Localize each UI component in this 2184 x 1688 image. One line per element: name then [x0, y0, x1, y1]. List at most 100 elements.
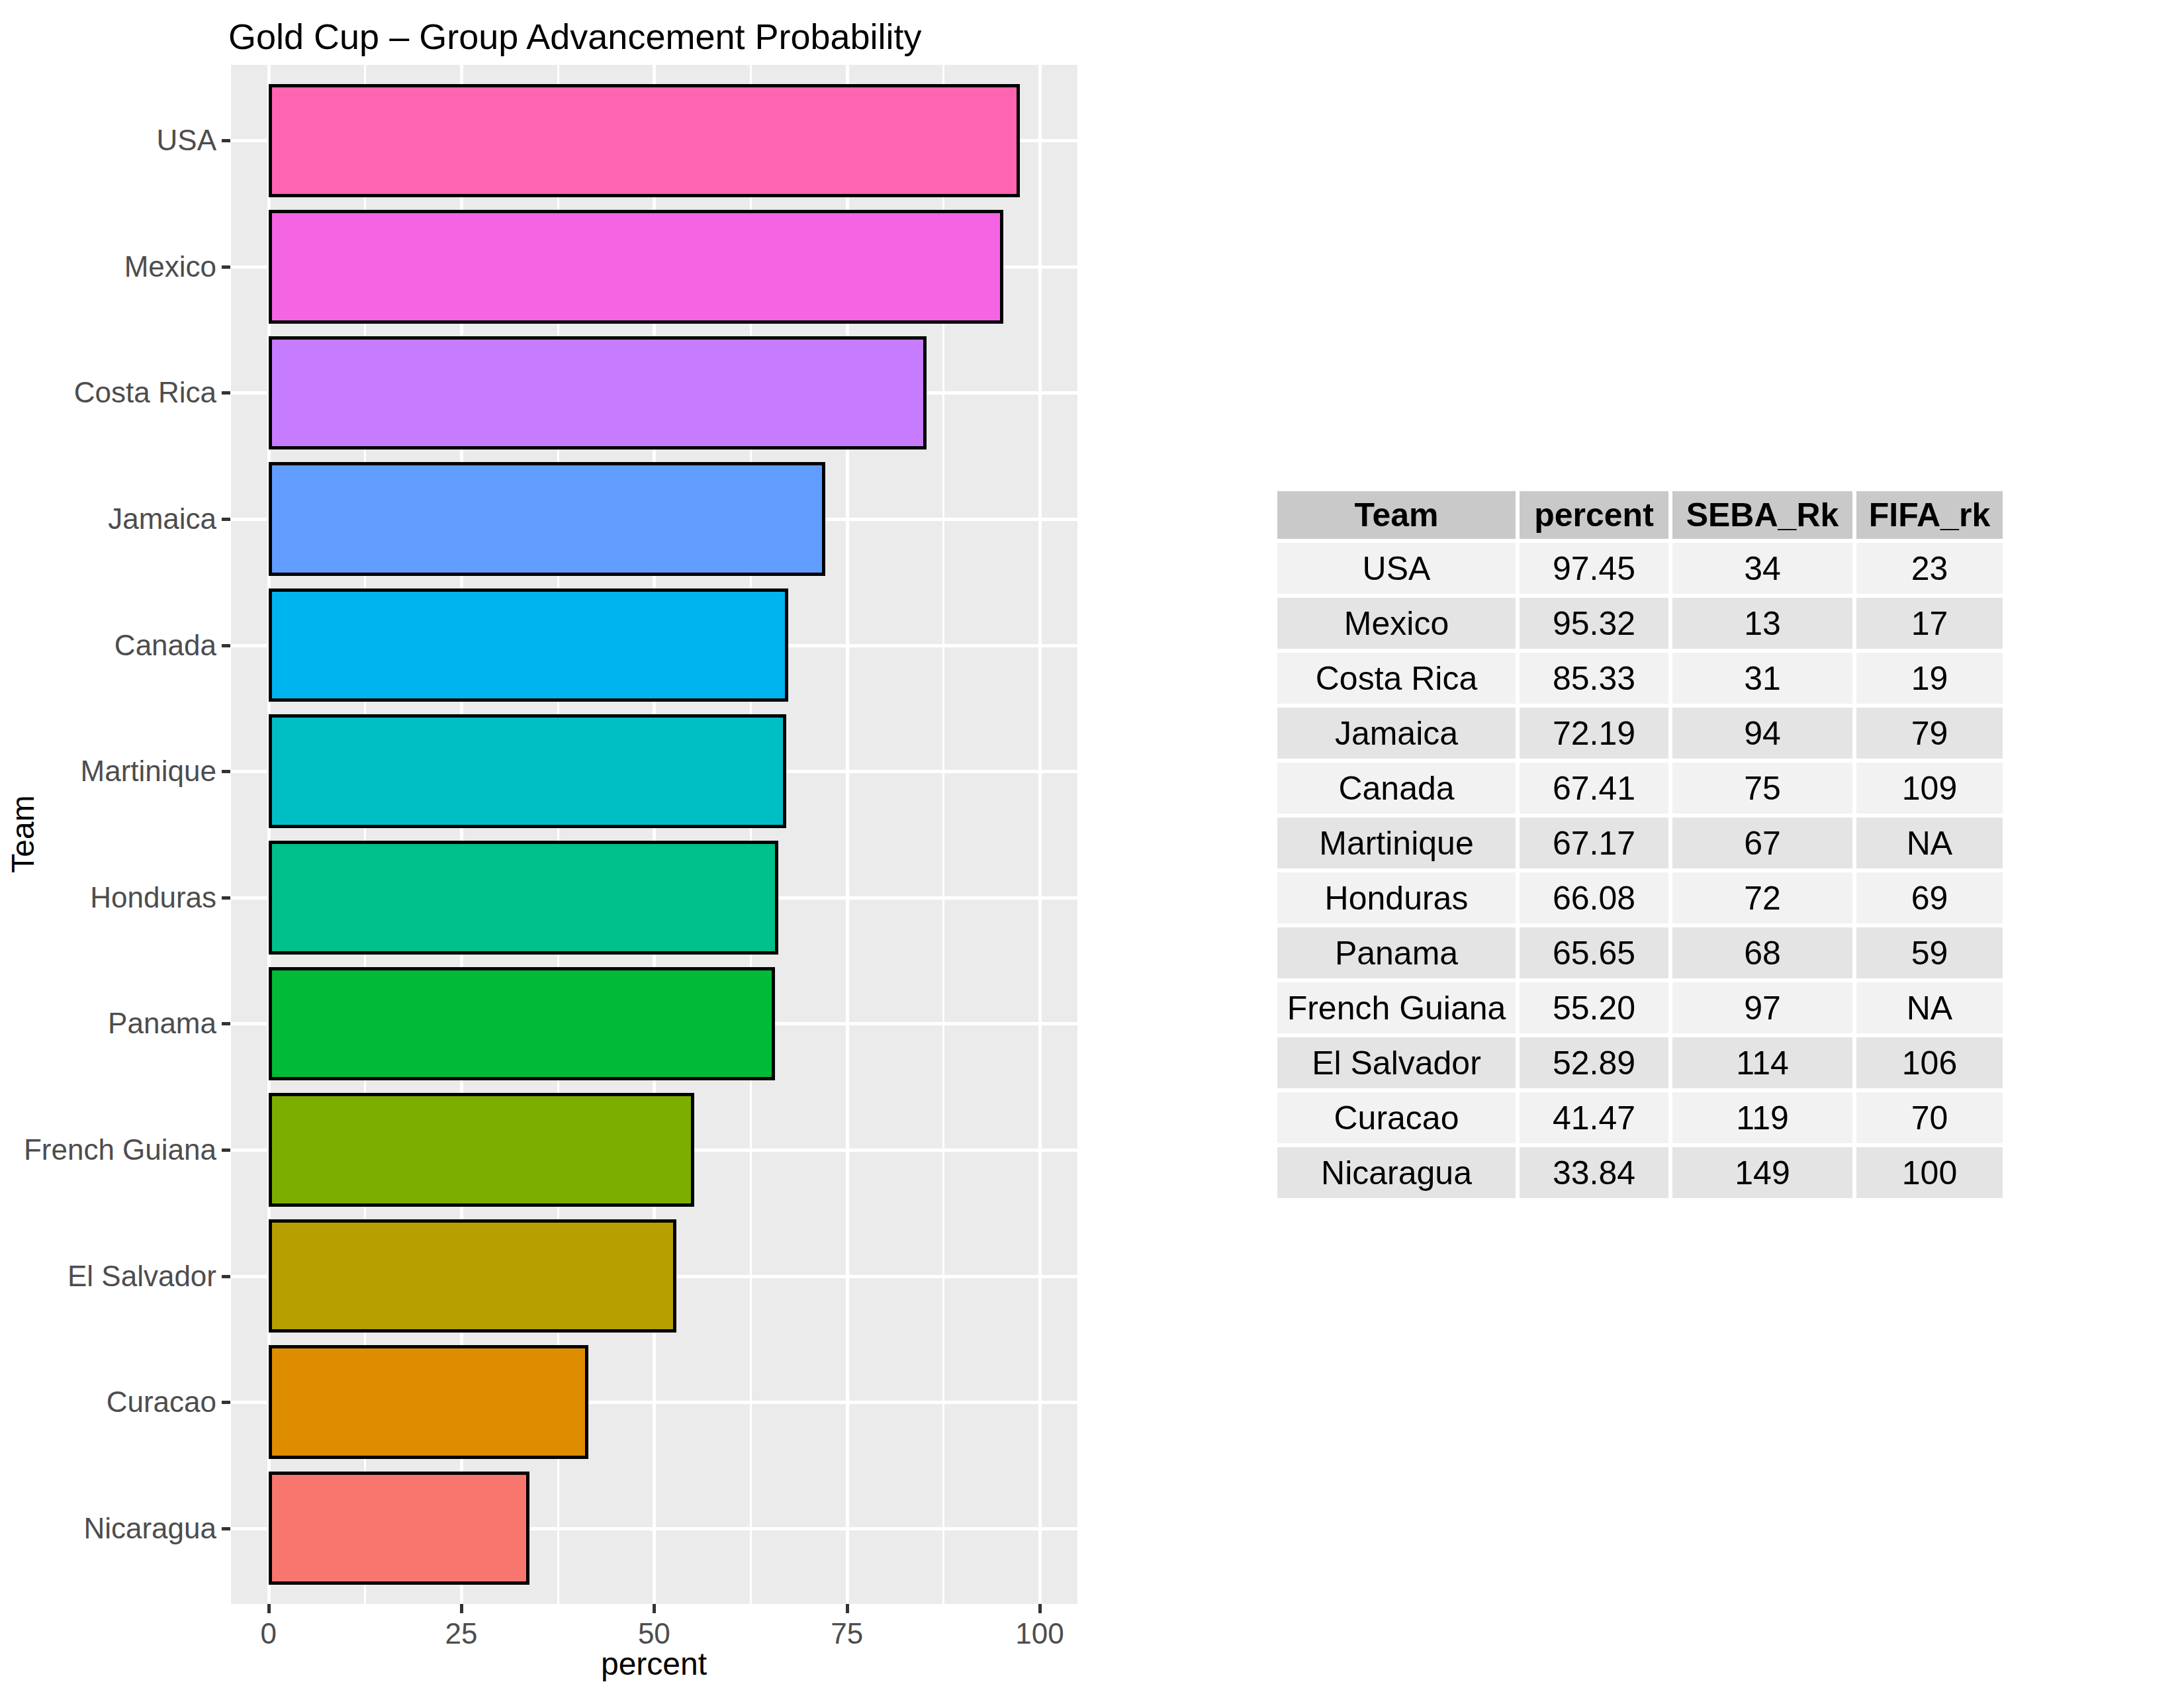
bar-honduras: [269, 841, 778, 955]
table-cell: 31: [1672, 653, 1852, 704]
y-tick-label-usa: USA: [0, 123, 216, 158]
table-header-cell-percent: percent: [1520, 491, 1668, 539]
table-cell: 59: [1856, 927, 2003, 978]
y-tick-label-canada: Canada: [0, 628, 216, 663]
table-cell: 85.33: [1520, 653, 1668, 704]
y-tick-mark: [222, 1527, 230, 1530]
table-row-french-guiana: French Guiana55.2097NA: [1277, 982, 2003, 1033]
table-cell: Costa Rica: [1277, 653, 1516, 704]
table-cell: 19: [1856, 653, 2003, 704]
y-tick-label-nicaragua: Nicaragua: [0, 1511, 216, 1546]
x-tick-mark: [846, 1604, 849, 1613]
table-cell: Mexico: [1277, 598, 1516, 649]
table-cell: 106: [1856, 1037, 2003, 1088]
table-cell: 67.41: [1520, 763, 1668, 814]
table-row-usa: USA97.453423: [1277, 543, 2003, 594]
bar-el-salvador: [269, 1219, 676, 1333]
table-cell: El Salvador: [1277, 1037, 1516, 1088]
table-cell: 97.45: [1520, 543, 1668, 594]
y-tick-label-el-salvador: El Salvador: [0, 1259, 216, 1293]
y-tick-mark: [222, 896, 230, 900]
x-tick-label: 25: [445, 1617, 478, 1650]
bar-french-guiana: [269, 1093, 694, 1207]
table-cell: 17: [1856, 598, 2003, 649]
x-tick-mark: [653, 1604, 656, 1613]
plot-title: Gold Cup – Group Advancement Probability: [228, 16, 922, 57]
table-cell: 75: [1672, 763, 1852, 814]
table-cell: 67: [1672, 818, 1852, 868]
table-row-martinique: Martinique67.1767NA: [1277, 818, 2003, 868]
table-row-jamaica: Jamaica72.199479: [1277, 708, 2003, 759]
table-cell: 66.08: [1520, 872, 1668, 923]
table-cell: 119: [1672, 1092, 1852, 1143]
table-cell: 55.20: [1520, 982, 1668, 1033]
x-tick-mark: [267, 1604, 271, 1613]
table-cell: Honduras: [1277, 872, 1516, 923]
x-axis-title: percent: [601, 1646, 707, 1682]
bar-nicaragua: [269, 1472, 529, 1585]
y-tick-label-mexico: Mexico: [0, 250, 216, 284]
table-cell: 109: [1856, 763, 2003, 814]
plot-panel: [231, 65, 1077, 1604]
table-cell: 33.84: [1520, 1147, 1668, 1198]
table-row-nicaragua: Nicaragua33.84149100: [1277, 1147, 2003, 1198]
x-tick-mark: [1038, 1604, 1042, 1613]
x-tick-label: 0: [260, 1617, 276, 1650]
gridline-major-vertical: [1038, 65, 1042, 1604]
table-cell: Canada: [1277, 763, 1516, 814]
bar-canada: [269, 588, 789, 702]
table-cell: 65.65: [1520, 927, 1668, 978]
table-cell: 41.47: [1520, 1092, 1668, 1143]
table-header-cell-seba-rk: SEBA_Rk: [1672, 491, 1852, 539]
table-cell: 149: [1672, 1147, 1852, 1198]
y-tick-label-costa-rica: Costa Rica: [0, 375, 216, 410]
table-cell: NA: [1856, 818, 2003, 868]
y-tick-mark: [222, 1149, 230, 1152]
table-cell: NA: [1856, 982, 2003, 1033]
y-tick-mark: [222, 518, 230, 521]
table-cell: 72: [1672, 872, 1852, 923]
y-tick-mark: [222, 1275, 230, 1278]
table-cell: 23: [1856, 543, 2003, 594]
table-cell: 97: [1672, 982, 1852, 1033]
table-cell: Curacao: [1277, 1092, 1516, 1143]
table-cell: 69: [1856, 872, 2003, 923]
y-tick-label-french-guiana: French Guiana: [0, 1133, 216, 1167]
table-cell: Martinique: [1277, 818, 1516, 868]
table-cell: Panama: [1277, 927, 1516, 978]
y-tick-mark: [222, 139, 230, 142]
y-tick-mark: [222, 644, 230, 647]
x-tick-label: 75: [831, 1617, 863, 1650]
bar-panama: [269, 967, 775, 1081]
table-row-honduras: Honduras66.087269: [1277, 872, 2003, 923]
table-cell: French Guiana: [1277, 982, 1516, 1033]
y-tick-mark: [222, 1022, 230, 1025]
table-cell: Jamaica: [1277, 708, 1516, 759]
table-cell: 79: [1856, 708, 2003, 759]
table-row-canada: Canada67.4175109: [1277, 763, 2003, 814]
table-cell: 72.19: [1520, 708, 1668, 759]
bar-mexico: [269, 210, 1004, 324]
table-cell: 67.17: [1520, 818, 1668, 868]
table-header-row: TeampercentSEBA_RkFIFA_rk: [1277, 491, 2003, 539]
table-cell: 100: [1856, 1147, 2003, 1198]
y-tick-label-jamaica: Jamaica: [0, 502, 216, 536]
y-tick-mark: [222, 770, 230, 773]
bar-costa-rica: [269, 336, 927, 450]
y-tick-label-panama: Panama: [0, 1006, 216, 1041]
table-header-cell-fifa-rk: FIFA_rk: [1856, 491, 2003, 539]
y-tick-label-martinique: Martinique: [0, 754, 216, 788]
y-tick-label-honduras: Honduras: [0, 880, 216, 915]
x-tick-label: 100: [1015, 1617, 1064, 1650]
x-tick-mark: [460, 1604, 463, 1613]
bar-martinique: [269, 714, 787, 828]
table-cell: 52.89: [1520, 1037, 1668, 1088]
table-header-cell-team: Team: [1277, 491, 1516, 539]
table-cell: 114: [1672, 1037, 1852, 1088]
y-tick-label-curacao: Curacao: [0, 1385, 216, 1419]
stats-table: TeampercentSEBA_RkFIFA_rk USA97.453423Me…: [1273, 487, 2007, 1202]
table-row-panama: Panama65.656859: [1277, 927, 2003, 978]
y-tick-mark: [222, 1401, 230, 1404]
table-cell: Nicaragua: [1277, 1147, 1516, 1198]
table-row-mexico: Mexico95.321317: [1277, 598, 2003, 649]
